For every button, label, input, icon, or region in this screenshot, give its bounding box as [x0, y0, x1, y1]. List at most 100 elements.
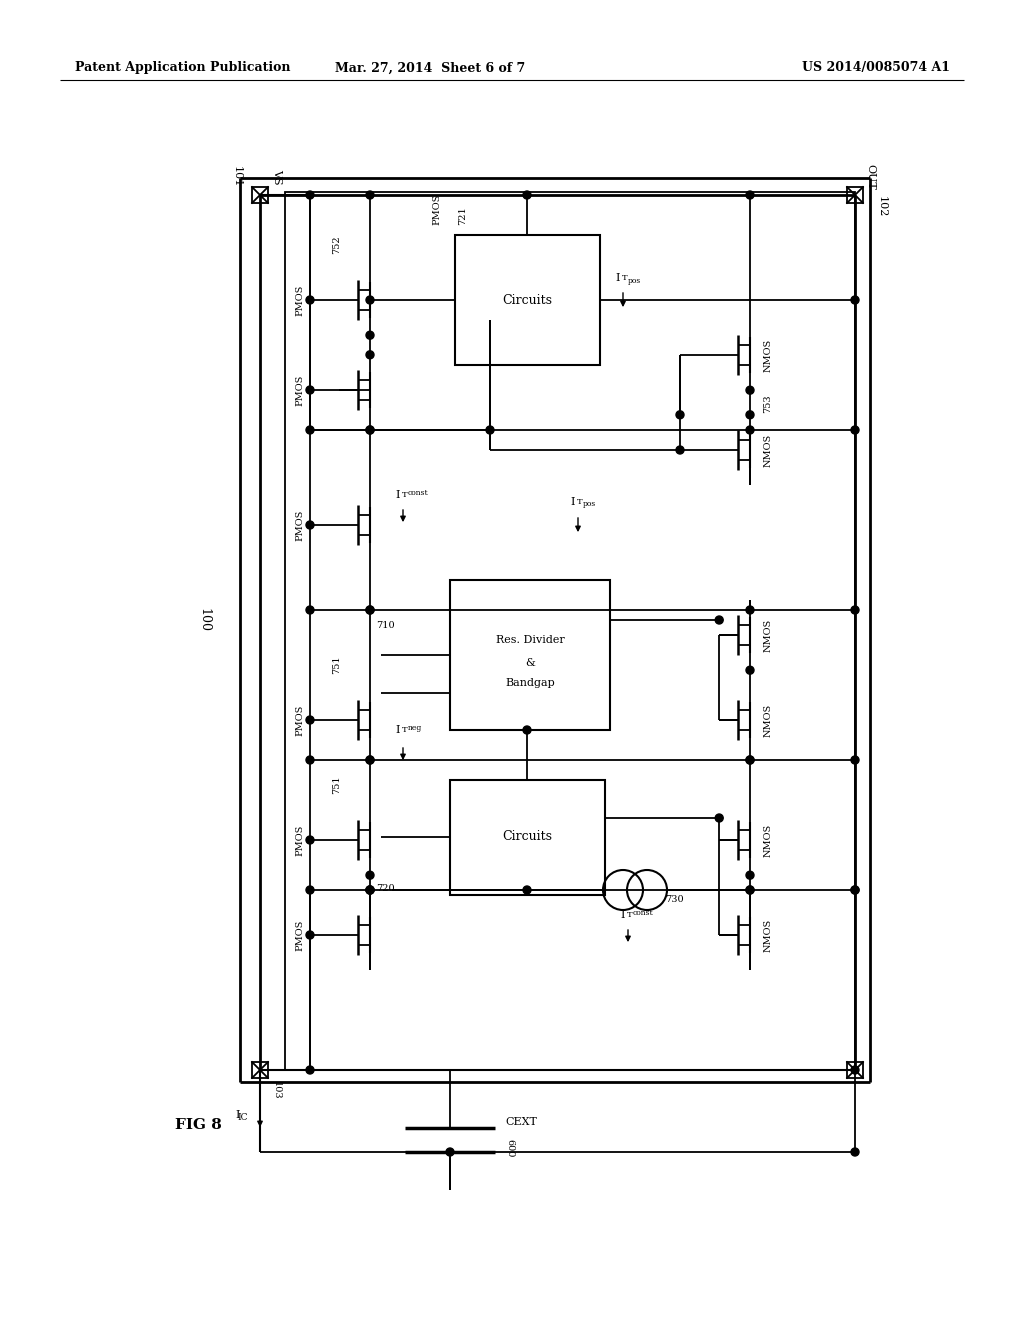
- Text: 752: 752: [333, 236, 341, 255]
- Text: 100: 100: [197, 609, 210, 632]
- Circle shape: [746, 886, 754, 894]
- Text: CEXT: CEXT: [505, 1117, 537, 1127]
- Circle shape: [366, 606, 374, 614]
- Circle shape: [851, 886, 859, 894]
- Text: PMOS: PMOS: [295, 510, 304, 541]
- Circle shape: [366, 351, 374, 359]
- Circle shape: [306, 1067, 314, 1074]
- Circle shape: [851, 1067, 859, 1074]
- Circle shape: [306, 521, 314, 529]
- Circle shape: [715, 616, 723, 624]
- Circle shape: [746, 871, 754, 879]
- Circle shape: [306, 886, 314, 894]
- Circle shape: [366, 886, 374, 894]
- Text: I: I: [570, 498, 574, 507]
- Text: neg: neg: [408, 723, 422, 733]
- Text: PMOS: PMOS: [295, 824, 304, 855]
- Circle shape: [366, 871, 374, 879]
- Text: PMOS: PMOS: [295, 705, 304, 735]
- Circle shape: [851, 1148, 859, 1156]
- Bar: [450, 579, 610, 730]
- Circle shape: [851, 426, 859, 434]
- Circle shape: [676, 411, 684, 418]
- Text: PMOS: PMOS: [432, 194, 441, 224]
- Circle shape: [486, 426, 494, 434]
- Circle shape: [746, 191, 754, 199]
- Text: FIG 8: FIG 8: [175, 1118, 222, 1133]
- Bar: [450, 780, 605, 895]
- Circle shape: [306, 756, 314, 764]
- Text: 101: 101: [232, 166, 242, 187]
- Circle shape: [676, 446, 684, 454]
- Circle shape: [306, 931, 314, 939]
- Circle shape: [306, 426, 314, 434]
- Circle shape: [746, 756, 754, 764]
- Bar: [847, 1063, 863, 1078]
- Text: I: I: [236, 1110, 240, 1119]
- Text: Circuits: Circuits: [502, 830, 552, 843]
- Text: I: I: [395, 490, 399, 500]
- Bar: [285, 191, 855, 1071]
- Text: T: T: [577, 498, 583, 506]
- Circle shape: [523, 726, 531, 734]
- Text: NMOS: NMOS: [763, 433, 772, 467]
- Text: &: &: [525, 657, 535, 668]
- Circle shape: [366, 191, 374, 199]
- Text: 102: 102: [877, 197, 887, 218]
- Text: VS: VS: [272, 169, 282, 185]
- Text: T: T: [627, 911, 633, 919]
- Bar: [455, 235, 600, 366]
- Circle shape: [366, 331, 374, 339]
- Circle shape: [746, 411, 754, 418]
- Text: NMOS: NMOS: [763, 824, 772, 857]
- Circle shape: [523, 886, 531, 894]
- Text: T: T: [402, 726, 408, 734]
- Circle shape: [306, 296, 314, 304]
- Text: 720: 720: [377, 884, 395, 892]
- Circle shape: [306, 715, 314, 723]
- Text: IC: IC: [238, 1113, 248, 1122]
- Circle shape: [746, 667, 754, 675]
- Circle shape: [366, 606, 374, 614]
- Text: pos: pos: [583, 500, 596, 508]
- Bar: [252, 187, 268, 203]
- Text: NMOS: NMOS: [763, 919, 772, 952]
- Text: 103: 103: [272, 1081, 281, 1100]
- Text: 721: 721: [459, 206, 468, 224]
- Text: T: T: [402, 491, 408, 499]
- Text: Circuits: Circuits: [502, 293, 552, 306]
- Text: Bandgap: Bandgap: [505, 678, 555, 688]
- Text: 751: 751: [333, 776, 341, 795]
- Text: 600: 600: [505, 1139, 514, 1158]
- Circle shape: [746, 606, 754, 614]
- Bar: [252, 1063, 268, 1078]
- Text: Patent Application Publication: Patent Application Publication: [75, 62, 291, 74]
- Circle shape: [851, 886, 859, 894]
- Circle shape: [446, 1148, 454, 1156]
- Circle shape: [523, 191, 531, 199]
- Circle shape: [746, 426, 754, 434]
- Circle shape: [306, 836, 314, 843]
- Text: NMOS: NMOS: [763, 704, 772, 737]
- Text: NMOS: NMOS: [763, 618, 772, 652]
- Text: US 2014/0085074 A1: US 2014/0085074 A1: [802, 62, 950, 74]
- Text: I: I: [395, 725, 399, 735]
- Circle shape: [366, 886, 374, 894]
- Text: pos: pos: [628, 277, 641, 285]
- Circle shape: [746, 886, 754, 894]
- Text: NMOS: NMOS: [763, 338, 772, 372]
- Text: 753: 753: [763, 395, 772, 413]
- Text: PMOS: PMOS: [295, 919, 304, 950]
- Circle shape: [306, 191, 314, 199]
- Circle shape: [366, 886, 374, 894]
- Circle shape: [746, 756, 754, 764]
- Circle shape: [366, 426, 374, 434]
- Circle shape: [366, 756, 374, 764]
- Text: 730: 730: [665, 895, 684, 904]
- Text: const: const: [633, 909, 653, 917]
- Text: 710: 710: [377, 620, 395, 630]
- Circle shape: [306, 606, 314, 614]
- Text: 751: 751: [333, 656, 341, 675]
- Text: I: I: [620, 909, 625, 920]
- Circle shape: [851, 756, 859, 764]
